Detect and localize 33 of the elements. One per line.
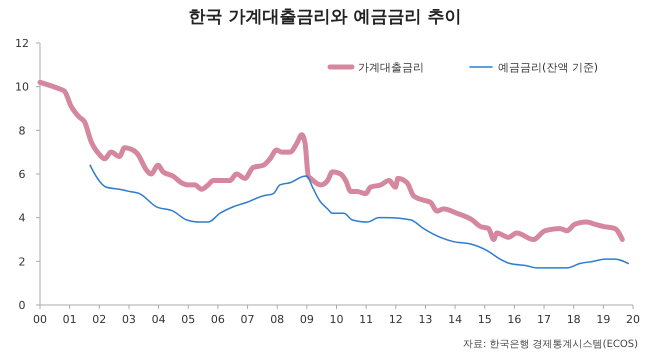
- y-tick-label: 0: [18, 299, 26, 312]
- y-tick-label: 2: [18, 255, 26, 268]
- x-tick-label: 15: [478, 313, 492, 326]
- chart-title: 한국 가계대출금리와 예금금리 추이: [188, 7, 462, 27]
- x-tick-label: 13: [418, 313, 432, 326]
- legend-label: 가계대출금리: [358, 61, 424, 74]
- x-tick-label: 10: [330, 313, 344, 326]
- x-tick-label: 00: [33, 313, 47, 326]
- x-tick-label: 17: [537, 313, 552, 326]
- x-tick-label: 01: [62, 313, 77, 326]
- x-tick-label: 03: [122, 313, 136, 326]
- x-tick-label: 12: [388, 313, 403, 326]
- x-tick-label: 09: [300, 313, 314, 326]
- text: 자료: 한국은행 경제통계시스템(ECOS): [462, 339, 638, 350]
- line-series: [89, 164, 630, 269]
- x-tick-label: 04: [152, 313, 166, 326]
- x-tick-label: 05: [181, 313, 196, 326]
- x-tick-label: 08: [270, 313, 284, 326]
- x-tick-label: 18: [566, 313, 581, 326]
- legend-label: 예금금리(잔액 기준): [498, 61, 598, 74]
- y-tick-label: 8: [18, 124, 26, 138]
- x-tick-label: 16: [507, 313, 522, 326]
- y-tick-label: 6: [18, 168, 26, 181]
- x-tick-label: 19: [596, 313, 610, 326]
- y-tick-label: 12: [15, 37, 29, 50]
- x-tick-label: 06: [210, 313, 225, 326]
- x-tick-label: 02: [92, 313, 106, 326]
- y-tick-label: 4: [18, 212, 26, 225]
- y-tick-label: 10: [15, 80, 29, 94]
- x-tick-label: 11: [359, 313, 374, 326]
- x-tick-label: 20: [626, 313, 640, 326]
- x-tick-label: 14: [448, 313, 462, 326]
- x-tick-label: 07: [240, 313, 255, 326]
